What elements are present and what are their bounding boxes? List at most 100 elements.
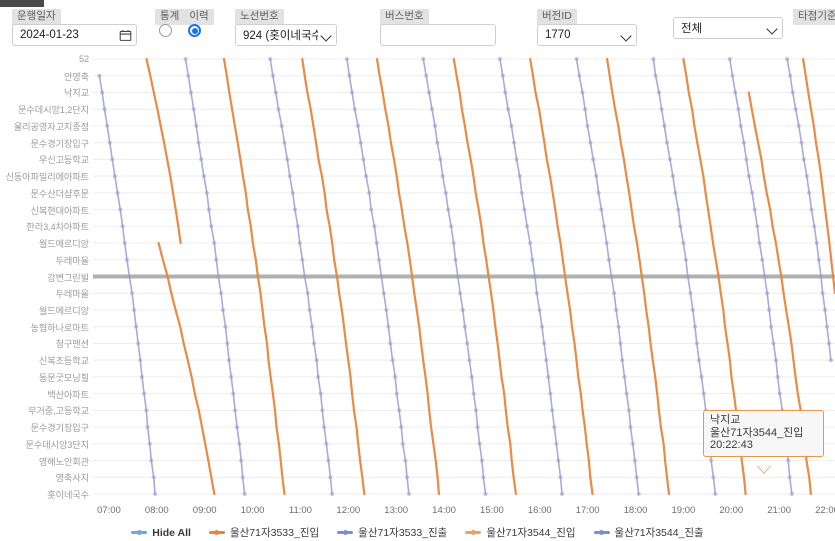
trip-point[interactable] bbox=[678, 224, 683, 229]
trip-point[interactable] bbox=[307, 307, 312, 313]
trip-line[interactable] bbox=[375, 57, 440, 496]
trip-point[interactable] bbox=[204, 190, 209, 195]
trip-point[interactable] bbox=[816, 257, 821, 262]
trip-point[interactable] bbox=[100, 90, 105, 95]
trip-point[interactable] bbox=[242, 491, 247, 497]
trip-point[interactable] bbox=[381, 291, 386, 296]
trip-point[interactable] bbox=[509, 123, 514, 128]
trip-point[interactable] bbox=[788, 73, 793, 78]
trip-point[interactable] bbox=[626, 408, 632, 413]
trip-point[interactable] bbox=[344, 56, 349, 62]
trip-point[interactable] bbox=[481, 475, 486, 480]
version-id-select[interactable]: 1770 bbox=[537, 24, 637, 46]
trip-point[interactable] bbox=[300, 257, 305, 262]
trip-point[interactable] bbox=[118, 207, 123, 212]
route-number-select[interactable]: 924 (홋이네국수> bbox=[235, 24, 337, 46]
trip-point[interactable] bbox=[311, 341, 317, 346]
trip-point[interactable] bbox=[191, 107, 196, 112]
trip-point[interactable] bbox=[122, 240, 127, 246]
trip-point[interactable] bbox=[632, 458, 638, 463]
trip-point[interactable] bbox=[699, 374, 704, 379]
trip-point[interactable] bbox=[379, 274, 384, 279]
trip-point[interactable] bbox=[696, 358, 702, 363]
trip-point[interactable] bbox=[787, 475, 792, 480]
trip-point[interactable] bbox=[701, 391, 706, 396]
trip-point[interactable] bbox=[276, 107, 281, 112]
trip-point[interactable] bbox=[105, 123, 110, 128]
trip-point[interactable] bbox=[151, 475, 156, 480]
trip-point[interactable] bbox=[471, 391, 476, 396]
trip-point[interactable] bbox=[517, 174, 522, 179]
trip-point[interactable] bbox=[107, 140, 112, 145]
trip-point[interactable] bbox=[789, 491, 795, 497]
trip-point[interactable] bbox=[405, 475, 410, 480]
trip-point[interactable] bbox=[534, 291, 539, 296]
trip-point[interactable] bbox=[231, 391, 236, 396]
trip-point[interactable] bbox=[361, 157, 366, 162]
trip-point[interactable] bbox=[229, 374, 234, 379]
trip-point[interactable] bbox=[744, 157, 749, 162]
trip-point[interactable] bbox=[614, 307, 619, 313]
trip-point[interactable] bbox=[144, 408, 149, 413]
trip-point[interactable] bbox=[757, 240, 762, 246]
trip-point[interactable] bbox=[807, 190, 812, 195]
trip-point[interactable] bbox=[596, 190, 601, 195]
trip-point[interactable] bbox=[577, 73, 582, 78]
trip-point[interactable] bbox=[733, 90, 738, 95]
trip-point[interactable] bbox=[367, 190, 372, 195]
trip-point[interactable] bbox=[320, 408, 325, 413]
trip-point[interactable] bbox=[546, 374, 551, 379]
trip-point[interactable] bbox=[282, 140, 287, 145]
trip-point[interactable] bbox=[750, 190, 755, 195]
trip-point[interactable] bbox=[636, 491, 641, 497]
trip-point[interactable] bbox=[591, 157, 596, 162]
trip-point[interactable] bbox=[656, 90, 662, 95]
trip-point[interactable] bbox=[769, 324, 774, 329]
trip-point[interactable] bbox=[225, 341, 230, 346]
trip-point[interactable] bbox=[399, 425, 404, 430]
trip-point[interactable] bbox=[522, 207, 527, 212]
trip-point[interactable] bbox=[514, 157, 519, 162]
trip-point[interactable] bbox=[550, 408, 555, 413]
trip-point[interactable] bbox=[102, 107, 107, 112]
trip-point[interactable] bbox=[667, 157, 673, 162]
trip-point[interactable] bbox=[790, 90, 795, 95]
trip-point[interactable] bbox=[618, 341, 623, 346]
trip-point[interactable] bbox=[548, 391, 553, 396]
trip-point[interactable] bbox=[302, 274, 307, 279]
trip-point[interactable] bbox=[604, 240, 609, 246]
trip-point[interactable] bbox=[809, 207, 814, 212]
trip-point[interactable] bbox=[676, 207, 681, 212]
trip-point[interactable] bbox=[777, 391, 782, 396]
trip-point[interactable] bbox=[690, 307, 695, 313]
trip-point[interactable] bbox=[477, 441, 482, 446]
trip-line[interactable] bbox=[222, 57, 286, 496]
trip-point[interactable] bbox=[233, 408, 238, 413]
trip-point[interactable] bbox=[115, 190, 120, 195]
trip-point[interactable] bbox=[388, 341, 393, 346]
trip-point[interactable] bbox=[285, 157, 290, 162]
trip-point[interactable] bbox=[209, 224, 214, 229]
trip-point[interactable] bbox=[822, 307, 828, 313]
trip-point[interactable] bbox=[651, 56, 656, 62]
trip-point[interactable] bbox=[537, 307, 542, 313]
trip-point[interactable] bbox=[467, 358, 472, 363]
chevron-down-icon[interactable] bbox=[621, 30, 632, 41]
trip-point[interactable] bbox=[451, 240, 456, 246]
trip-point[interactable] bbox=[692, 324, 698, 329]
trip-point[interactable] bbox=[460, 307, 465, 313]
trip-point[interactable] bbox=[455, 274, 460, 279]
trip-point[interactable] bbox=[812, 224, 817, 229]
trip-point[interactable] bbox=[326, 458, 331, 463]
trip-point[interactable] bbox=[755, 224, 760, 229]
trip-point[interactable] bbox=[424, 73, 429, 78]
trip-point[interactable] bbox=[694, 341, 699, 346]
trip-point[interactable] bbox=[497, 56, 502, 62]
trip-point[interactable] bbox=[153, 491, 158, 497]
legend-item[interactable]: 울산71자3533_진입 bbox=[208, 525, 319, 540]
legend-item[interactable]: 울산71자3544_진입 bbox=[465, 525, 576, 540]
trip-point[interactable] bbox=[347, 73, 352, 78]
trip-point[interactable] bbox=[479, 458, 484, 463]
trip-point[interactable] bbox=[219, 291, 224, 296]
trip-point[interactable] bbox=[432, 123, 438, 128]
